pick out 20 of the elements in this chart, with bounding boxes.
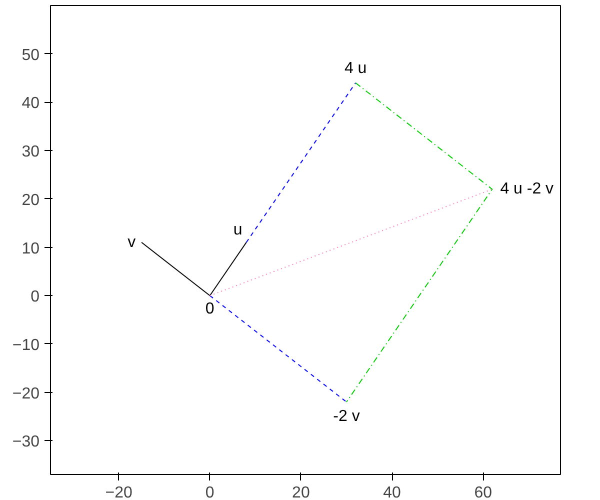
y-tick-label: −10 (12, 336, 40, 354)
y-tick-label: 0 (30, 288, 40, 306)
y-tick-label: 10 (22, 240, 40, 258)
x-tick-label: 0 (205, 484, 214, 500)
x-tick-label: 20 (292, 484, 310, 500)
annotation: v (128, 234, 136, 251)
y-tick-label: 20 (22, 192, 40, 209)
x-tick-label: −20 (105, 484, 132, 500)
y-tick-label: 40 (22, 95, 40, 112)
y-tick-label: −30 (12, 434, 40, 451)
y-tick-label: −20 (12, 385, 40, 402)
annotation: u (233, 221, 242, 238)
y-tick-label: 50 (22, 46, 40, 64)
x-tick-label: 40 (383, 484, 402, 500)
y-tick-label: 30 (22, 144, 40, 161)
annotation: -2 v (333, 408, 360, 425)
annotation: 4 u -2 v (500, 180, 554, 198)
annotation: 4 u (344, 60, 367, 77)
x-tick-label: 60 (474, 484, 492, 500)
annotation: 0 (205, 300, 214, 318)
